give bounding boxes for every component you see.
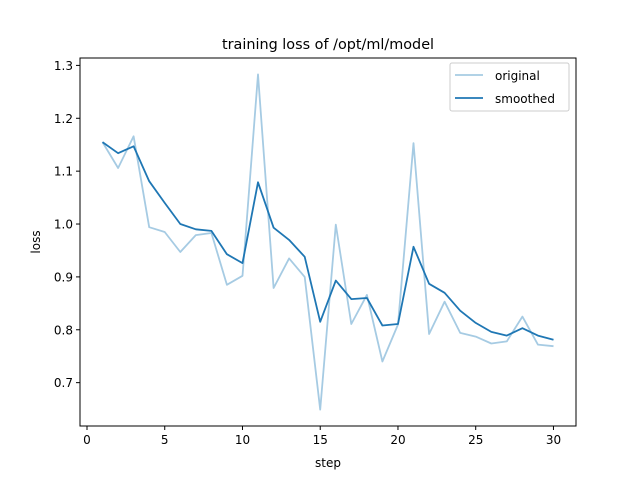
x-tick-label: 0 bbox=[83, 433, 91, 447]
chart-title: training loss of /opt/ml/model bbox=[222, 37, 434, 53]
legend-original-label: original bbox=[495, 69, 540, 83]
plot-lines bbox=[101, 73, 554, 411]
series-original-line bbox=[101, 73, 554, 411]
y-tick-label: 0.9 bbox=[54, 270, 73, 284]
y-tick-label: 1.2 bbox=[54, 112, 73, 126]
x-axis-label: step bbox=[315, 456, 341, 470]
y-axis-label: loss bbox=[29, 230, 43, 253]
x-tick-label: 15 bbox=[313, 433, 328, 447]
legend: original smoothed bbox=[449, 62, 570, 112]
y-tick-label: 1.0 bbox=[54, 218, 73, 232]
x-axis-ticks: 0 5 10 15 20 25 30 bbox=[83, 426, 561, 447]
x-tick-label: 5 bbox=[161, 433, 169, 447]
y-tick-label: 0.8 bbox=[54, 323, 73, 337]
y-tick-label: 1.3 bbox=[54, 59, 73, 73]
legend-smoothed-label: smoothed bbox=[495, 92, 555, 106]
x-tick-label: 30 bbox=[546, 433, 561, 447]
y-tick-label: 0.7 bbox=[54, 376, 73, 390]
series-smoothed-line bbox=[101, 141, 554, 341]
axes-frame bbox=[79, 57, 577, 427]
y-tick-label: 1.1 bbox=[54, 165, 73, 179]
x-tick-label: 25 bbox=[468, 433, 483, 447]
x-tick-label: 10 bbox=[235, 433, 250, 447]
y-axis-ticks: 0.7 0.8 0.9 1.0 1.1 1.2 1.3 bbox=[54, 59, 80, 390]
x-tick-label: 20 bbox=[390, 433, 405, 447]
